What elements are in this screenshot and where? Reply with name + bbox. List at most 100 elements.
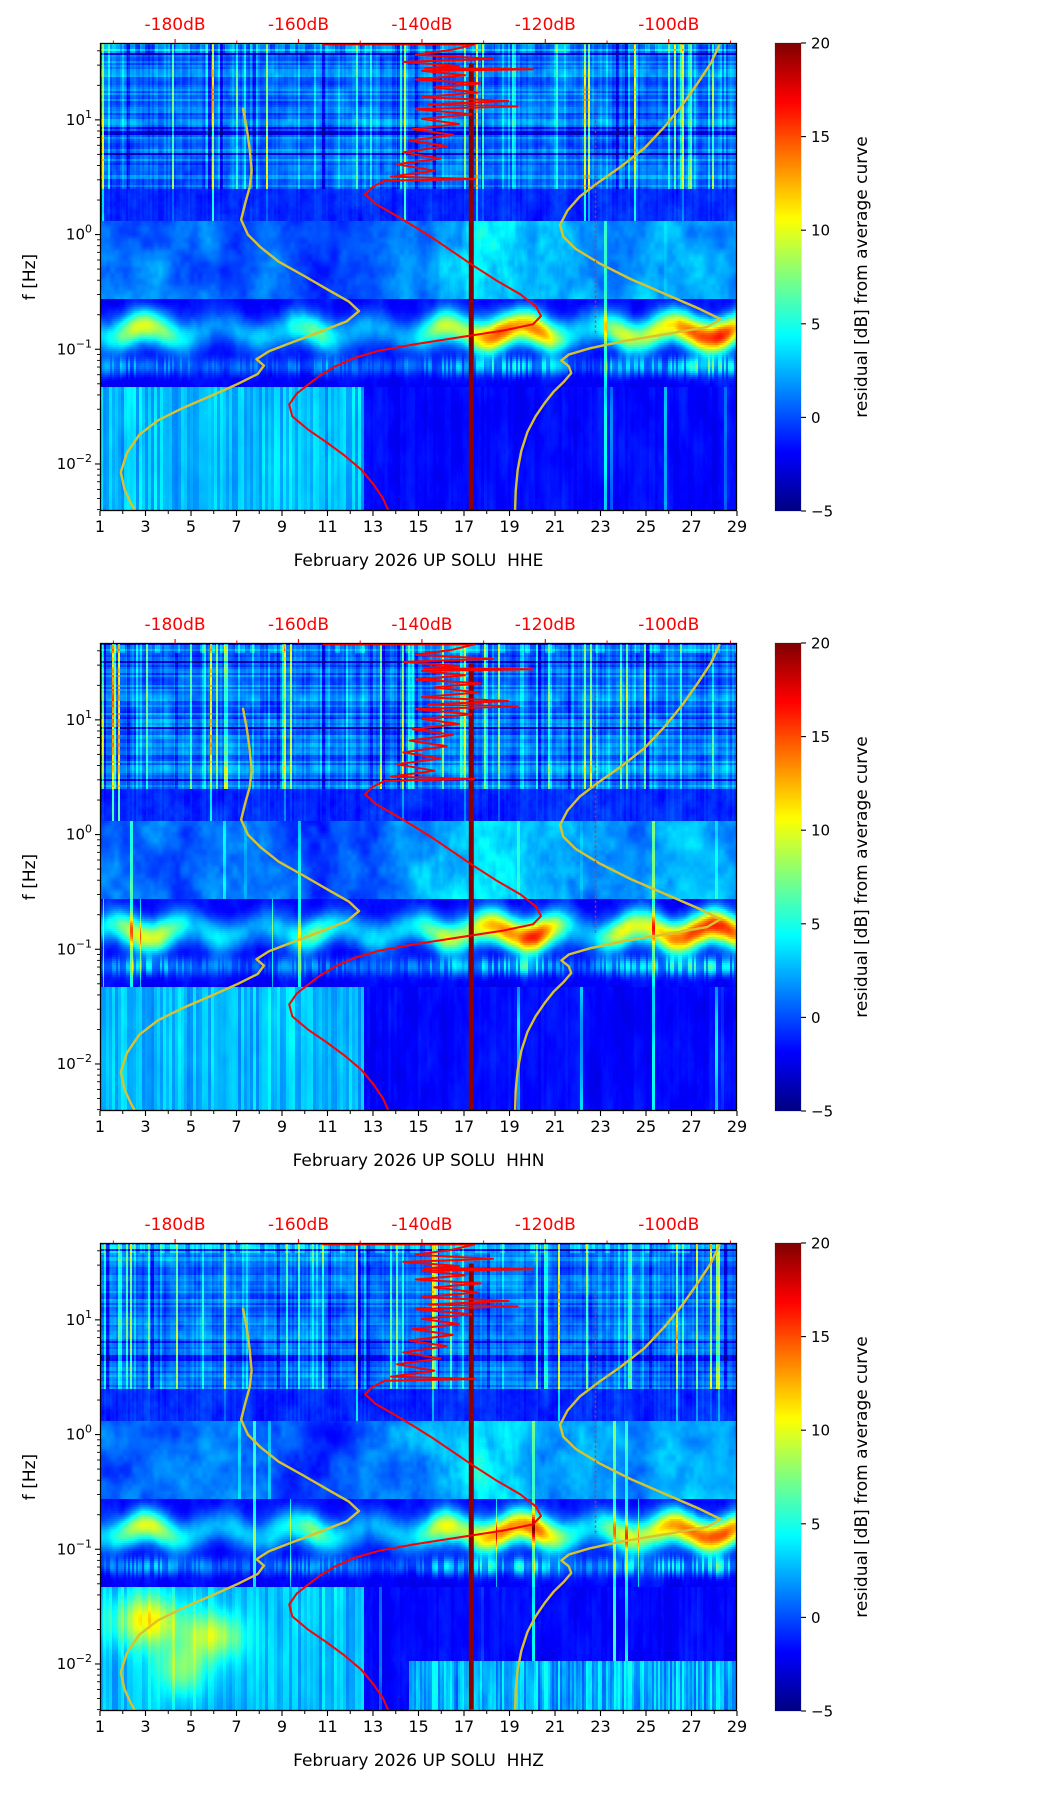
colorbar-tick-label: 20 (811, 1235, 830, 1253)
x-tick-label: 5 (186, 517, 196, 536)
top-db-tick-label: -120dB (514, 1215, 576, 1235)
panel-hhz: -180dB -160dB -140dB -120dB -100dB f [Hz… (0, 1205, 1052, 1805)
colorbar-tick-label: 15 (811, 728, 830, 746)
colorbar-label: residual [dB] from average curve (852, 736, 872, 1018)
x-tick-label: 21 (545, 1117, 565, 1136)
x-tick-label: 11 (317, 517, 337, 536)
x-tick-label: 7 (231, 1717, 241, 1736)
x-tick-label: 9 (277, 517, 287, 536)
colorbar-tick-label: 0 (811, 1009, 821, 1027)
x-tick-label: 13 (363, 517, 383, 536)
spectrogram-heatmap (100, 1243, 737, 1711)
x-tick-label: 15 (408, 517, 428, 536)
x-tick-label: 1 (95, 1717, 105, 1736)
x-tick-label: 15 (408, 1117, 428, 1136)
top-db-tick-label: -160dB (267, 615, 330, 635)
panel-hhe: -180dB -160dB -140dB -120dB -100dB f [Hz… (0, 5, 1052, 605)
panel-hhn: -180dB -160dB -140dB -120dB -100dB f [Hz… (0, 605, 1052, 1205)
y-tick-label: 100 (66, 223, 92, 244)
colorbar-tick-label: 20 (811, 635, 830, 653)
colorbar-tick-label: −5 (811, 1103, 833, 1121)
colorbar-label: residual [dB] from average curve (852, 1336, 872, 1618)
x-tick-label: 11 (317, 1717, 337, 1736)
x-tick-label: 25 (636, 1717, 656, 1736)
colorbar-tick-label: 5 (811, 915, 821, 933)
x-tick-label: 19 (499, 517, 519, 536)
top-db-tick-label: -160dB (267, 1215, 330, 1235)
y-tick-label: 101 (66, 708, 92, 729)
colorbar-tick-label: 10 (811, 222, 830, 240)
x-tick-label: 15 (408, 1717, 428, 1736)
x-tick-label: 25 (636, 517, 656, 536)
x-tick-label: 23 (590, 517, 610, 536)
top-db-tick-label: -180dB (144, 1215, 206, 1235)
colorbar-tick-label: −5 (811, 503, 833, 521)
y-tick-label: 10−1 (57, 1537, 92, 1558)
x-tick-label: 9 (277, 1117, 287, 1136)
top-db-tick-label: -140dB (391, 615, 453, 635)
colorbar-tick-label: 15 (811, 1328, 830, 1346)
colorbar-gradient (775, 1243, 801, 1711)
top-db-tick-label: -100dB (638, 1215, 700, 1235)
x-tick-label: 29 (727, 517, 747, 536)
x-tick-label: 29 (727, 1717, 747, 1736)
top-db-tick-label: -160dB (267, 15, 330, 35)
x-tick-label: 29 (727, 1117, 747, 1136)
x-axis-label: February 2026 UP SOLU HHN (292, 1151, 545, 1171)
x-tick-label: 19 (499, 1117, 519, 1136)
top-db-tick-label: -100dB (638, 15, 700, 35)
y-tick-label: 100 (66, 1423, 92, 1444)
spectrogram-heatmap (100, 643, 737, 1111)
x-tick-label: 7 (231, 517, 241, 536)
x-tick-label: 13 (363, 1717, 383, 1736)
colorbar-gradient (775, 643, 801, 1111)
x-tick-label: 1 (95, 1117, 105, 1136)
x-tick-label: 27 (681, 1117, 701, 1136)
y-axis-label: f [Hz] (20, 253, 40, 301)
x-axis-label: February 2026 UP SOLU HHE (293, 551, 544, 571)
x-tick-label: 23 (590, 1717, 610, 1736)
y-axis-label: f [Hz] (20, 853, 40, 901)
x-tick-label: 5 (186, 1717, 196, 1736)
top-db-tick-label: -180dB (144, 15, 206, 35)
y-tick-label: 101 (66, 1308, 92, 1329)
x-tick-label: 23 (590, 1117, 610, 1136)
spectrogram-heatmap (100, 43, 737, 511)
x-tick-label: 9 (277, 1717, 287, 1736)
top-db-tick-label: -120dB (514, 615, 576, 635)
y-tick-label: 100 (66, 823, 92, 844)
x-tick-label: 5 (186, 1117, 196, 1136)
top-db-tick-label: -120dB (514, 15, 576, 35)
top-db-tick-label: -180dB (144, 615, 206, 635)
x-tick-label: 17 (454, 517, 474, 536)
colorbar-tick-label: 5 (811, 315, 821, 333)
colorbar-gradient (775, 43, 801, 511)
x-tick-label: 7 (231, 1117, 241, 1136)
x-tick-label: 27 (681, 1717, 701, 1736)
colorbar-label: residual [dB] from average curve (852, 136, 872, 418)
colorbar-tick-label: 15 (811, 128, 830, 146)
x-tick-label: 17 (454, 1117, 474, 1136)
colorbar-tick-label: 0 (811, 1609, 821, 1627)
colorbar-tick-label: 20 (811, 35, 830, 53)
x-tick-label: 19 (499, 1717, 519, 1736)
x-tick-label: 11 (317, 1117, 337, 1136)
x-tick-label: 3 (140, 1117, 150, 1136)
colorbar-tick-label: −5 (811, 1703, 833, 1721)
y-axis-label: f [Hz] (20, 1453, 40, 1501)
top-db-tick-label: -140dB (391, 1215, 453, 1235)
x-tick-label: 17 (454, 1717, 474, 1736)
y-tick-label: 10−1 (57, 937, 92, 958)
x-tick-label: 21 (545, 1717, 565, 1736)
y-tick-label: 101 (66, 108, 92, 129)
colorbar-tick-label: 10 (811, 1422, 830, 1440)
x-tick-label: 25 (636, 1117, 656, 1136)
y-tick-label: 10−2 (57, 1052, 92, 1073)
x-axis-label: February 2026 UP SOLU HHZ (293, 1751, 544, 1771)
x-tick-label: 3 (140, 1717, 150, 1736)
top-db-tick-label: -140dB (391, 15, 453, 35)
colorbar-tick-label: 10 (811, 822, 830, 840)
x-tick-label: 1 (95, 517, 105, 536)
y-tick-label: 10−1 (57, 337, 92, 358)
y-tick-label: 10−2 (57, 452, 92, 473)
